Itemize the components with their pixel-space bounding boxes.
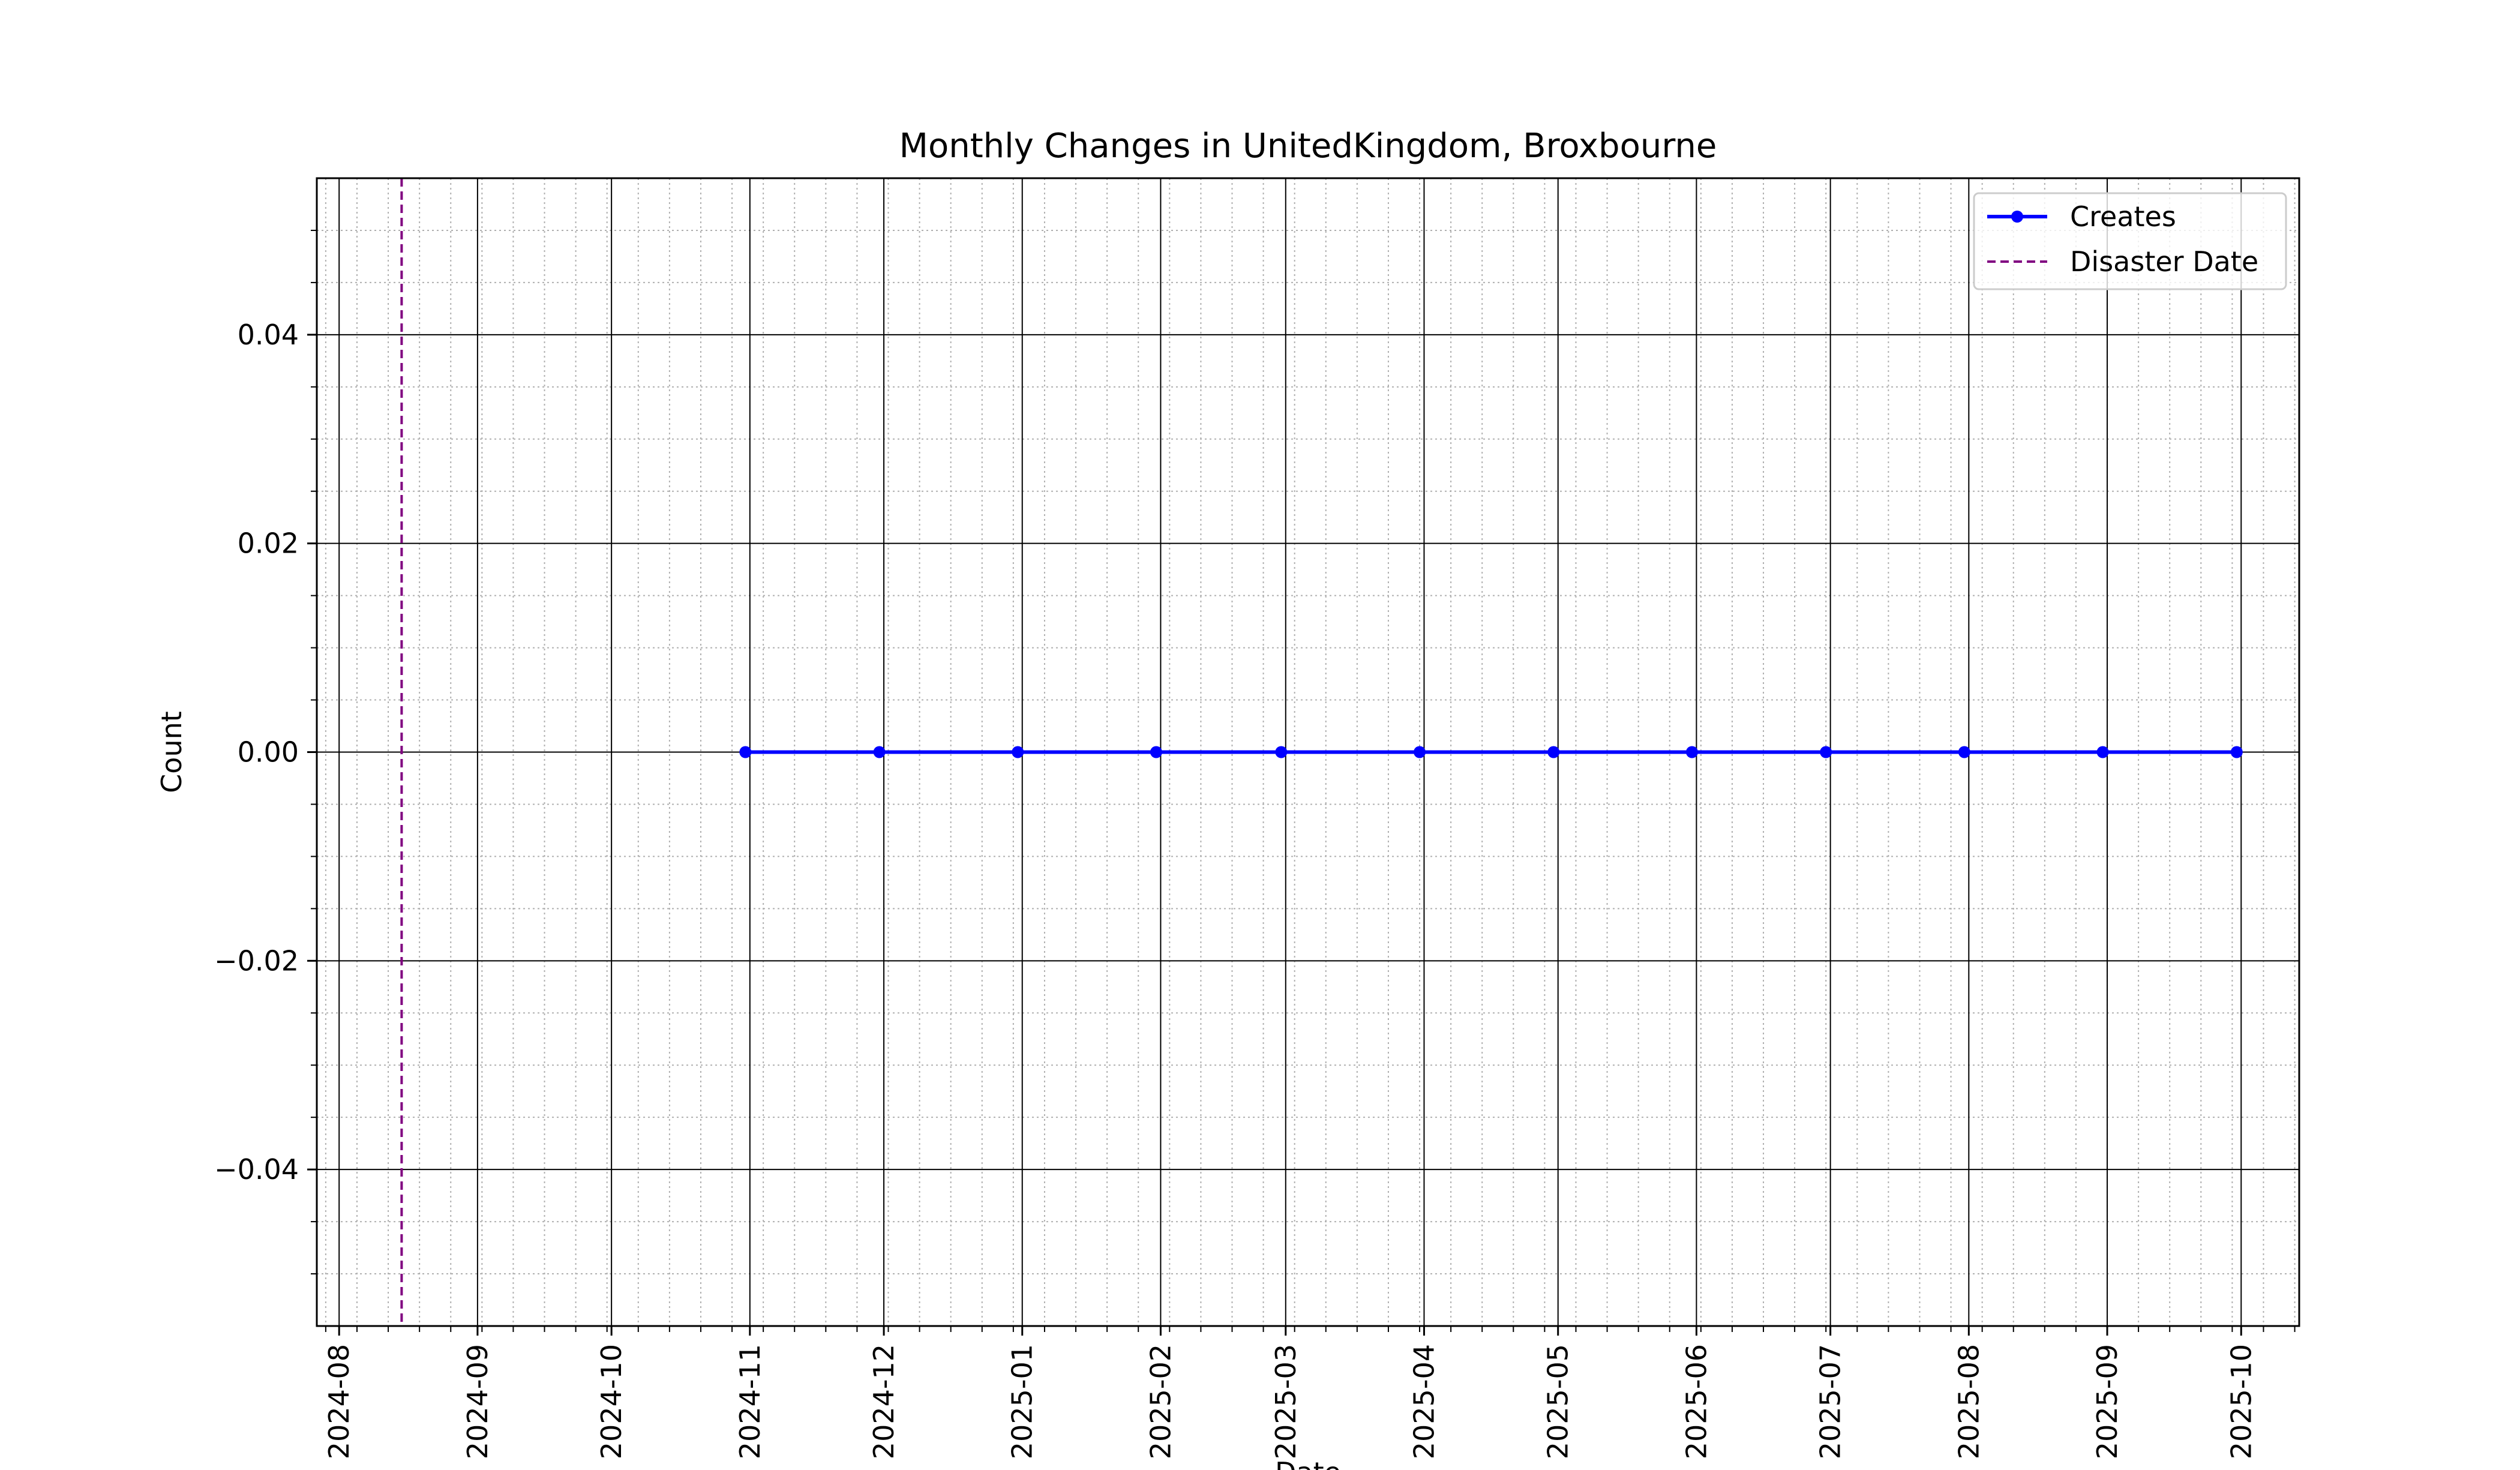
legend-disaster-label: Disaster Date	[2070, 245, 2258, 278]
y-axis-label: Count	[155, 711, 188, 793]
x-axis-label: Date	[1275, 1456, 1341, 1470]
data-point	[1414, 746, 1426, 758]
data-point	[1820, 746, 1832, 758]
x-tick-label: 2025-05	[1542, 1344, 1574, 1459]
data-point	[873, 746, 886, 758]
x-tick-labels: 2024-08 2024-09 2024-10 2024-11 2024-12 2025-…	[323, 1344, 2257, 1459]
data-point	[1958, 746, 1970, 758]
y-tick-label: −0.02	[214, 944, 299, 977]
y-tick-label: 0.04	[238, 319, 299, 351]
data-point	[1275, 746, 1288, 758]
data-point	[1012, 746, 1024, 758]
legend-box	[1973, 192, 2287, 290]
x-tick-label: 2024-10	[595, 1344, 628, 1459]
y-tick-labels: 0.04 0.02 0.00 −0.02 −0.04	[214, 319, 299, 1186]
data-point	[2230, 746, 2243, 758]
x-tick-label: 2025-01	[1006, 1344, 1039, 1459]
x-tick-label: 2025-09	[2091, 1344, 2123, 1459]
data-point	[1685, 746, 1698, 758]
data-point	[1150, 746, 1162, 758]
data-point	[1547, 746, 1560, 758]
y-tick-label: 0.02	[238, 527, 299, 560]
x-tick-label: 2025-10	[2225, 1344, 2257, 1459]
x-tick-label: 2025-03	[1270, 1344, 1302, 1459]
series-group	[739, 746, 2243, 758]
data-point	[2096, 746, 2109, 758]
legend-creates-label: Creates	[2070, 200, 2176, 233]
x-tick-label: 2025-02	[1144, 1344, 1177, 1459]
x-tick-label: 2024-08	[323, 1344, 355, 1459]
data-point	[739, 746, 752, 758]
y-tick-label: 0.00	[238, 736, 299, 769]
x-tick-label: 2025-08	[1952, 1344, 1985, 1459]
legend: Creates Disaster Date	[1973, 192, 2287, 290]
y-tick-label: −0.04	[214, 1153, 299, 1186]
ticks	[307, 229, 2296, 1336]
chart-title: Monthly Changes in UnitedKingdom, Broxbo…	[899, 127, 1717, 166]
legend-creates-marker	[2011, 211, 2023, 223]
x-tick-label: 2025-07	[1814, 1344, 1847, 1459]
x-tick-label: 2024-09	[461, 1344, 494, 1459]
x-tick-label: 2025-06	[1680, 1344, 1712, 1459]
x-tick-label: 2025-04	[1408, 1344, 1440, 1459]
x-tick-label: 2024-11	[734, 1344, 766, 1459]
x-tick-label: 2024-12	[868, 1344, 900, 1459]
